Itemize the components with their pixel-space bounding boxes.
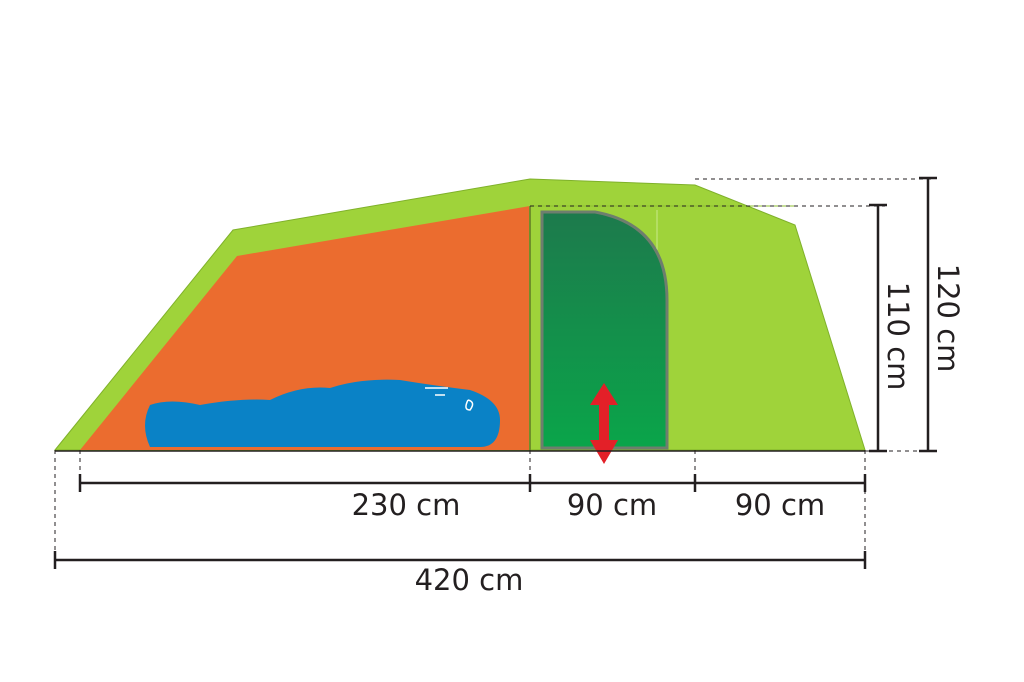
dimension-label: 120 cm bbox=[931, 264, 965, 373]
dimension-label: 230 cm bbox=[352, 488, 461, 522]
bag-detail bbox=[425, 387, 474, 411]
dimension-label: 90 cm bbox=[567, 488, 657, 522]
sleeping-bag bbox=[145, 379, 500, 447]
dimension-label: 90 cm bbox=[735, 488, 825, 522]
height-arrow bbox=[590, 383, 618, 464]
dimension-label: 110 cm bbox=[881, 282, 915, 391]
dimension-label: 420 cm bbox=[415, 563, 524, 597]
door bbox=[540, 210, 669, 450]
